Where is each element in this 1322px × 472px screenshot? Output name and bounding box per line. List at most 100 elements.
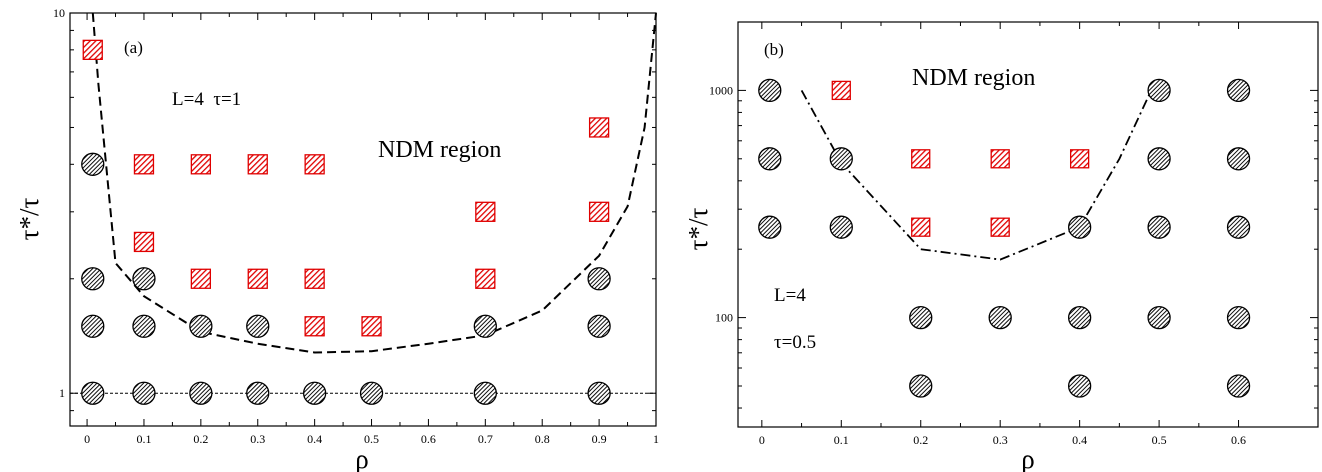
circle-point	[1067, 215, 1092, 239]
circle-point	[587, 381, 611, 405]
circle-point	[81, 381, 105, 405]
x-tick-label: 0.8	[535, 432, 550, 446]
square-point	[911, 149, 931, 169]
square-point	[133, 231, 155, 253]
panel-a: 0 0.1 0.2 0.3 0.4 0.5 0.6 0.7 0.8 0.9 1 1 10 (a) L=4…	[14, 6, 659, 472]
ticks-b: 0 0.1 0.2 0.3 0.4 0.5 0.6 100 1000	[709, 21, 1318, 447]
panel-label-b: (b)	[764, 40, 784, 59]
circle-point	[1067, 305, 1092, 330]
x-tick-label: 0.3	[250, 432, 265, 446]
square-point	[588, 117, 610, 138]
circle-point	[246, 381, 270, 405]
circle-point	[1147, 78, 1171, 103]
annotation-region-a: NDM region	[378, 137, 501, 163]
square-point	[361, 316, 382, 337]
square-point	[990, 217, 1010, 237]
dashdot-boundary-line-b	[800, 89, 1153, 261]
square-point	[1069, 149, 1090, 169]
square-point	[588, 201, 610, 222]
square-point	[990, 149, 1010, 169]
dashed-boundary-line-a	[91, 12, 657, 354]
circle-point	[1226, 215, 1251, 239]
circle-point	[302, 381, 327, 405]
x-tick-label: 0.3	[993, 433, 1008, 447]
circle-point	[132, 381, 156, 405]
square-point	[831, 80, 851, 101]
y-axis-label-a: τ*/τ	[14, 198, 44, 241]
x-tick-label: 0	[759, 433, 765, 447]
square-point	[190, 154, 212, 175]
x-tick-label: 0.1	[834, 433, 849, 447]
circle-point	[81, 152, 105, 176]
circle-point	[1147, 305, 1171, 330]
y-tick-label: 1	[59, 386, 65, 400]
circle-point	[132, 267, 156, 291]
circle-point	[473, 381, 497, 405]
annotation-tau-b: τ=0.5	[774, 332, 816, 353]
square-point	[190, 268, 212, 289]
x-tick-label: 0.4	[1072, 433, 1087, 447]
circle-point	[829, 215, 853, 239]
circle-point	[758, 215, 782, 239]
circle-point	[758, 78, 782, 103]
plot-frame-a	[69, 12, 657, 427]
circle-point	[587, 314, 611, 338]
square-point	[82, 39, 103, 60]
annotation-region-b: NDM region	[912, 65, 1035, 91]
circle-point	[988, 305, 1012, 330]
square-point	[247, 154, 268, 175]
circle-point	[909, 305, 933, 330]
annotation-params-a: L=4 τ=1	[172, 89, 241, 110]
circle-point	[1147, 215, 1171, 239]
lines-b	[800, 89, 1153, 261]
x-tick-label: 0.6	[421, 432, 436, 446]
x-tick-label: 1	[653, 432, 659, 446]
x-tick-label: 0	[84, 432, 90, 446]
annotation-L-b: L=4	[774, 285, 806, 306]
circle-point	[132, 314, 156, 338]
square-point	[304, 268, 325, 289]
square-point	[133, 154, 155, 175]
x-tick-label: 0.4	[307, 432, 322, 446]
circle-point	[81, 267, 105, 291]
circle-point	[587, 267, 611, 291]
circle-point	[473, 314, 497, 338]
circle-point	[909, 374, 933, 398]
circle-point	[1226, 374, 1251, 398]
plot-frame-b	[737, 21, 1319, 428]
ticks-a: 0 0.1 0.2 0.3 0.4 0.5 0.6 0.7 0.8 0.9 1 1 10	[53, 6, 659, 446]
x-tick-label: 0.7	[478, 432, 493, 446]
x-tick-label: 0.5	[1152, 433, 1167, 447]
circle-point	[81, 314, 105, 338]
square-point	[304, 154, 325, 175]
circle-point	[189, 381, 213, 405]
circle-point	[246, 314, 270, 338]
y-tick-label: 100	[715, 311, 733, 325]
marks-b	[758, 78, 1251, 398]
x-tick-label: 0.6	[1231, 433, 1246, 447]
y-tick-label: 10	[53, 6, 65, 20]
x-tick-label: 0.5	[364, 432, 379, 446]
panel-b: 0 0.1 0.2 0.3 0.4 0.5 0.6 100 1000 (b) NDM regio…	[683, 21, 1319, 472]
x-axis-label-b: ρ	[1021, 444, 1034, 472]
square-point	[304, 316, 325, 337]
marks-a	[81, 39, 611, 405]
circle-point	[1147, 147, 1171, 171]
x-tick-label: 0.9	[592, 432, 607, 446]
square-point	[475, 268, 496, 289]
square-point	[475, 201, 496, 222]
circle-point	[1067, 374, 1092, 398]
circle-point	[1226, 78, 1251, 103]
circle-point	[758, 147, 782, 171]
x-tick-label: 0.2	[913, 433, 928, 447]
circle-point	[359, 381, 384, 405]
panel-label-a: (a)	[124, 38, 143, 57]
x-tick-label: 0.2	[193, 432, 208, 446]
y-tick-label: 1000	[709, 83, 733, 97]
square-point	[247, 268, 268, 289]
x-axis-label-a: ρ	[355, 444, 368, 472]
x-tick-label: 0.1	[136, 432, 151, 446]
y-axis-label-b: τ*/τ	[683, 208, 713, 251]
circle-point	[1226, 147, 1251, 171]
